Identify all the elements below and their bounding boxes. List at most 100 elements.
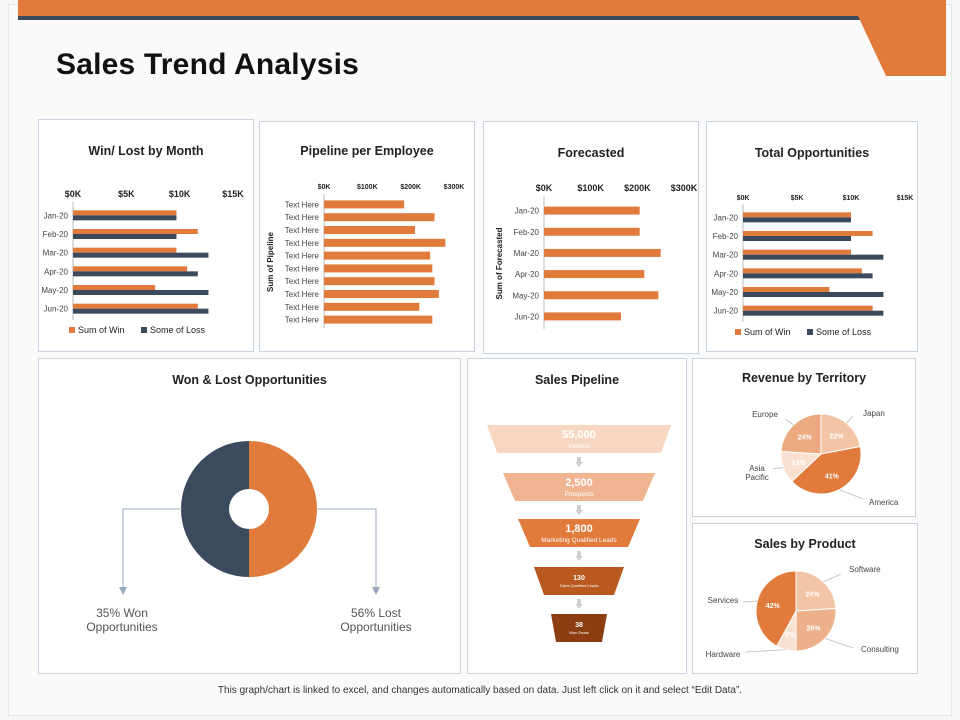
leader-line bbox=[823, 573, 842, 583]
funnel-connector-arrow bbox=[575, 604, 583, 609]
panel-sales-pipeline: Sales Pipeline 55,000 Visitors 2,500 Prospe… bbox=[467, 358, 687, 674]
sales-funnel[interactable]: 55,000 Visitors 2,500 Prospects 1,800 Marketi… bbox=[468, 359, 688, 675]
legend-swatch bbox=[807, 329, 813, 335]
slice-percent: 13% bbox=[791, 460, 806, 467]
forecasted-chart[interactable]: $0K $100K $200K $300K Jan-20 Feb-20 Mar-20 Apr-… bbox=[484, 122, 700, 355]
bar-value bbox=[324, 277, 435, 286]
slice-percent: 42% bbox=[766, 603, 781, 610]
total-opportunities-chart[interactable]: $0K $5K $10K $15K Jan-20 Feb-20 Mar-20 Apr-20 Ma… bbox=[707, 122, 919, 353]
chart-title: Won & Lost Opportunities bbox=[172, 373, 327, 387]
x-tick-label: $300K bbox=[444, 184, 465, 191]
slice-percent: 24% bbox=[798, 435, 813, 442]
legend-label: Some of Loss bbox=[150, 325, 206, 335]
category-label: Apr-20 bbox=[515, 270, 540, 279]
slice-name: Software bbox=[849, 565, 881, 574]
category-label: Text Here bbox=[285, 303, 320, 312]
pie-slice bbox=[820, 413, 861, 455]
funnel-label: Won Deals bbox=[569, 630, 589, 635]
bar-sum-of-win bbox=[73, 247, 177, 253]
x-tick-label: $0K bbox=[65, 189, 82, 199]
slice-name: Japan bbox=[863, 409, 885, 418]
category-label: Text Here bbox=[285, 213, 320, 222]
category-label: Text Here bbox=[285, 277, 320, 286]
category-label: Feb-20 bbox=[713, 232, 739, 241]
category-label: Jun-20 bbox=[44, 305, 69, 314]
bar-sum-of-win bbox=[743, 287, 830, 292]
pie-slice bbox=[795, 570, 837, 612]
legend-swatch bbox=[141, 327, 147, 333]
donut-slice bbox=[249, 441, 317, 577]
x-tick-label: $0K bbox=[318, 184, 331, 191]
x-tick-label: $200K bbox=[624, 183, 651, 193]
slice-percent: 22% bbox=[829, 434, 844, 441]
header-navy-bar bbox=[18, 16, 860, 20]
bar-value bbox=[544, 206, 640, 215]
funnel-connector bbox=[577, 551, 581, 556]
bar-sum-of-win bbox=[73, 303, 198, 309]
bar-some-of-loss bbox=[73, 215, 177, 221]
chart-title: Total Opportunities bbox=[754, 146, 870, 160]
category-label: Text Here bbox=[285, 200, 320, 209]
x-tick-label: $15K bbox=[222, 189, 244, 199]
funnel-stage bbox=[487, 425, 671, 453]
leader-line bbox=[784, 418, 794, 426]
bar-value bbox=[324, 238, 446, 247]
bar-value bbox=[544, 312, 621, 321]
bar-some-of-loss bbox=[743, 236, 851, 241]
win-lost-chart[interactable]: $0K $5K $10K $15K Jan-20 Feb-20 Mar-20 Apr-20 Ma… bbox=[39, 120, 255, 353]
bar-sum-of-win bbox=[73, 266, 188, 272]
category-label: Feb-20 bbox=[514, 228, 540, 237]
donut-slice bbox=[181, 441, 249, 577]
funnel-connector-arrow bbox=[575, 462, 583, 467]
slice-label-line2: Opportunities bbox=[86, 620, 157, 634]
leader-arrow bbox=[119, 587, 127, 595]
legend-label: Sum of Win bbox=[744, 327, 791, 337]
leader-line bbox=[742, 600, 758, 603]
bar-value bbox=[324, 315, 433, 324]
bar-sum-of-win bbox=[743, 268, 862, 274]
x-tick-label: $100K bbox=[357, 184, 378, 191]
bar-value bbox=[324, 200, 405, 209]
slice-name: Hardware bbox=[706, 650, 741, 659]
slice-name: America bbox=[869, 498, 899, 507]
bar-sum-of-win bbox=[73, 285, 156, 290]
x-tick-label: $5K bbox=[791, 195, 804, 202]
y-axis-label: Sum of Forecasted bbox=[495, 227, 504, 299]
x-tick-label: $0K bbox=[536, 183, 553, 193]
bar-sum-of-win bbox=[743, 249, 851, 255]
x-tick-label: $5K bbox=[118, 189, 135, 199]
bar-value bbox=[324, 251, 431, 260]
x-tick-label: $100K bbox=[577, 183, 604, 193]
slice-label-line1: 56% Lost bbox=[351, 606, 402, 620]
pie-slice bbox=[755, 570, 797, 647]
product-pie[interactable]: 24% Software 26% Consulting 8% Hardware 42% Ser… bbox=[693, 524, 919, 675]
slice-name: Europe bbox=[752, 410, 778, 419]
category-label: Text Here bbox=[285, 239, 320, 248]
category-label: Jan-20 bbox=[44, 211, 69, 220]
bar-value bbox=[544, 248, 661, 257]
legend-swatch bbox=[69, 327, 75, 333]
x-tick-label: $15K bbox=[897, 195, 914, 202]
bar-some-of-loss bbox=[743, 254, 884, 260]
category-label: Jun-20 bbox=[515, 312, 540, 321]
chart-title: Forecasted bbox=[557, 146, 625, 160]
chart-title: Sales Pipeline bbox=[534, 373, 620, 387]
pipeline-chart[interactable]: $0K $100K $200K $300K Text Here Text Here Text… bbox=[260, 122, 476, 353]
funnel-value: 2,500 bbox=[565, 477, 593, 489]
bar-sum-of-win bbox=[743, 305, 873, 311]
leader-line bbox=[316, 508, 377, 591]
slice-name: Asia bbox=[749, 464, 765, 473]
bar-some-of-loss bbox=[743, 217, 851, 223]
corner-accent-shape bbox=[858, 16, 946, 76]
leader-line bbox=[772, 467, 784, 470]
bar-value bbox=[544, 270, 645, 279]
category-label: Mar-20 bbox=[43, 249, 69, 258]
leader-arrow bbox=[372, 587, 380, 595]
category-label: May-20 bbox=[41, 286, 68, 295]
bar-value bbox=[544, 227, 640, 236]
chart-title: Revenue by Territory bbox=[741, 371, 867, 385]
category-label: May-20 bbox=[711, 288, 738, 297]
